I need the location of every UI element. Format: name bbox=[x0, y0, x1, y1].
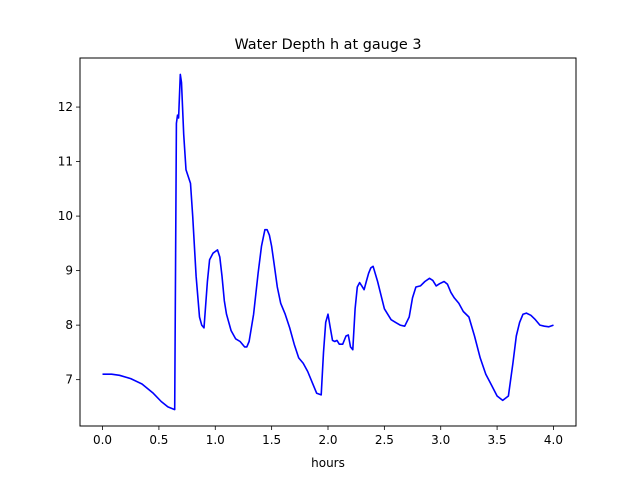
x-tick-label: 0.0 bbox=[93, 433, 112, 447]
y-tick-label: 8 bbox=[65, 318, 73, 332]
x-tick-label: 4.0 bbox=[544, 433, 563, 447]
series-line-water-depth bbox=[102, 73, 554, 411]
x-tick-label: 1.0 bbox=[206, 433, 225, 447]
x-tick-label: 2.0 bbox=[318, 433, 337, 447]
chart-title: Water Depth h at gauge 3 bbox=[234, 37, 421, 53]
y-tick-label: 10 bbox=[58, 209, 73, 223]
x-tick-label: 0.5 bbox=[149, 433, 168, 447]
series-layer bbox=[102, 73, 554, 411]
y-tick-label: 7 bbox=[65, 373, 73, 387]
x-tick-label: 3.0 bbox=[431, 433, 450, 447]
x-tick-label: 2.5 bbox=[375, 433, 394, 447]
x-tick-label: 3.5 bbox=[488, 433, 507, 447]
y-tick-label: 11 bbox=[58, 155, 73, 169]
x-axis-label: hours bbox=[311, 456, 345, 470]
y-axis: 7 8 9 10 11 12 bbox=[58, 100, 80, 387]
y-tick-label: 9 bbox=[65, 264, 73, 278]
x-tick-label: 1.5 bbox=[262, 433, 281, 447]
y-tick-label: 12 bbox=[58, 100, 73, 114]
x-axis: 0.0 0.5 1.0 1.5 2.0 2.5 3.0 3.5 4.0 bbox=[93, 426, 563, 447]
